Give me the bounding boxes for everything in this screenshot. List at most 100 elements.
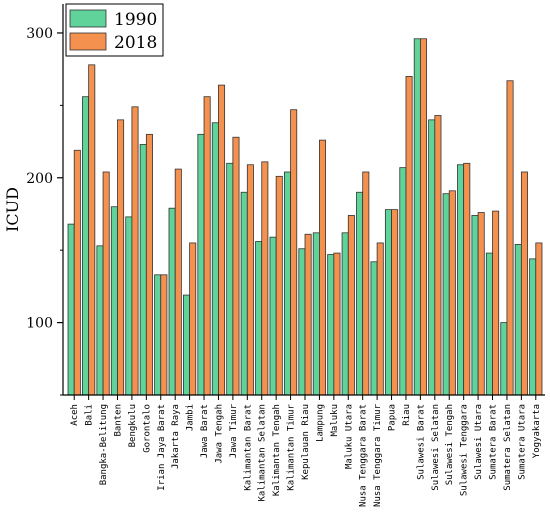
bar-2018-kalimantan-selatan bbox=[261, 161, 269, 396]
bar-2018-kalimantan-timur bbox=[290, 109, 298, 396]
bar-1990-jakarta-raya bbox=[168, 207, 176, 396]
bar-1990-nusa-tenggara-timur bbox=[370, 261, 378, 396]
x-tick-label: Kalimantan Timur bbox=[287, 403, 297, 490]
bar-2018-kalimantan-tengah bbox=[275, 175, 283, 396]
x-axis: Aceh Bali Bangka-Belitung Banten Bengkulu Gor… bbox=[63, 394, 545, 507]
x-tick-label: Jawa Tengah bbox=[214, 404, 224, 464]
x-tick-label: Kepulauan Riau bbox=[301, 404, 311, 480]
bar-1990-sulawesi-barat bbox=[413, 38, 421, 396]
x-tick-label: Gorontalo bbox=[142, 404, 152, 453]
x-tick-label: Irian Jaya Barat bbox=[157, 404, 167, 491]
bar-1990-sulawesi-tengah bbox=[442, 193, 450, 396]
bar-2018-bengkulu bbox=[131, 106, 139, 396]
x-tick-label: Sumatera Selatan bbox=[503, 404, 513, 491]
x-tick-label: Sumatera Barat bbox=[489, 404, 499, 480]
x-tick-label: Nusa Tenggara Timur bbox=[373, 403, 383, 507]
bar-2018-jawa-barat bbox=[203, 96, 211, 396]
x-tick-label: Maluku Utara bbox=[344, 404, 354, 469]
x-tick-label: Sulawesi Tengah bbox=[445, 404, 455, 485]
bar-1990-kalimantan-timur bbox=[283, 171, 291, 396]
x-tick-label: Jambi bbox=[186, 404, 196, 431]
bar-2018-sulawesi-tenggara bbox=[463, 162, 471, 396]
x-tick-label: Nusa Tenggara Barat bbox=[359, 404, 369, 507]
bar-1990-yogyakarta bbox=[529, 258, 537, 396]
y-tick-label: 100 bbox=[26, 316, 53, 332]
bar-2018-nusa-tenggara-timur bbox=[376, 242, 384, 396]
bar-1990-irian-jaya-barat bbox=[154, 274, 162, 396]
bar-1990-lampung bbox=[312, 232, 320, 396]
x-tick-label: Jawa Timur bbox=[229, 403, 239, 458]
bar-2018-jambi bbox=[189, 242, 197, 396]
bar-1990-maluku-utara bbox=[341, 232, 349, 396]
bar-1990-jawa-tengah bbox=[211, 122, 219, 396]
bar-2018-sumatera-selatan bbox=[506, 80, 514, 396]
x-tick-label: Banten bbox=[113, 404, 123, 437]
bar-1990-bali bbox=[82, 96, 90, 396]
bar-2018-papua bbox=[391, 209, 399, 396]
bar-2018-maluku bbox=[333, 252, 341, 396]
legend: 1990 2018 bbox=[65, 3, 164, 57]
bar-1990-nusa-tenggara-barat bbox=[356, 191, 364, 396]
bar-1990-sulawesi-selatan bbox=[428, 119, 436, 396]
bar-1990-sumatera-barat bbox=[485, 252, 493, 396]
bar-1990-jawa-barat bbox=[197, 133, 205, 396]
x-tick-label: Maluku bbox=[330, 404, 340, 437]
x-tick-label: Yogyakarta bbox=[532, 404, 542, 458]
bar-2018-kalimantan-barat bbox=[246, 164, 254, 396]
bar-1990-bangka-belitung bbox=[96, 245, 104, 396]
y-tick-label: 300 bbox=[26, 26, 53, 42]
bar-2018-sumatera-barat bbox=[492, 210, 500, 396]
bar-2018-nusa-tenggara-barat bbox=[362, 171, 370, 396]
x-tick-label: Jawa Barat bbox=[200, 404, 210, 458]
bar-2018-lampung bbox=[319, 139, 327, 396]
bar-1990-bengkulu bbox=[125, 216, 133, 396]
bar-1990-kepulauan-riau bbox=[298, 248, 306, 396]
bar-2018-yogyakarta bbox=[535, 242, 543, 396]
legend-label-2018: 2018 bbox=[114, 33, 157, 53]
bar-1990-kalimantan-tengah bbox=[269, 236, 277, 396]
bar-1990-jambi bbox=[183, 294, 191, 396]
y-axis: 100 200 300 bbox=[26, 4, 64, 396]
bar-1990-jawa-timur bbox=[226, 162, 234, 396]
x-tick-label: Riau bbox=[402, 404, 412, 426]
bar-2018-sulawesi-utara bbox=[477, 212, 485, 396]
x-tick-label: Aceh bbox=[70, 404, 80, 426]
bar-2018-bali bbox=[88, 64, 96, 396]
bar-1990-papua bbox=[384, 209, 392, 396]
bar-2018-sumatera-utara bbox=[520, 171, 528, 396]
bars bbox=[67, 38, 543, 396]
legend-swatch-2018 bbox=[69, 32, 107, 51]
bar-1990-kalimantan-selatan bbox=[255, 241, 263, 396]
x-tick-label: Kalimantan Barat bbox=[243, 404, 253, 491]
bar-1990-maluku bbox=[327, 254, 335, 396]
legend-swatch-1990 bbox=[69, 9, 107, 28]
bar-2018-bangka-belitung bbox=[102, 171, 110, 396]
y-axis-title: ICUD bbox=[3, 187, 22, 232]
bar-2018-jawa-timur bbox=[232, 136, 240, 396]
bar-1990-aceh bbox=[67, 223, 75, 396]
bar-1990-sulawesi-utara bbox=[471, 215, 479, 396]
x-tick-label: Sulawesi Utara bbox=[474, 404, 484, 480]
bar-1990-kalimantan-barat bbox=[240, 191, 248, 396]
bar-1990-sulawesi-tenggara bbox=[457, 164, 465, 396]
x-tick-label: Jakarta Raya bbox=[171, 404, 181, 469]
bar-2018-kepulauan-riau bbox=[304, 233, 312, 396]
x-tick-label: Papua bbox=[388, 404, 398, 431]
bar-2018-jawa-tengah bbox=[218, 84, 226, 396]
x-tick-label: Kalimantan Tengah bbox=[272, 404, 282, 496]
x-tick-label: Bali bbox=[85, 404, 95, 426]
bar-2018-banten bbox=[117, 119, 125, 396]
bar-2018-sulawesi-barat bbox=[419, 38, 427, 396]
bar-1990-gorontalo bbox=[139, 144, 147, 396]
bar-1990-sumatera-selatan bbox=[500, 322, 508, 396]
x-tick-label: Kalimantan Selatan bbox=[258, 404, 268, 502]
bar-1990-sumatera-utara bbox=[514, 243, 522, 396]
x-tick-label: Sumatera Utara bbox=[517, 404, 527, 480]
y-tick-label: 200 bbox=[26, 171, 53, 187]
bar-2018-jakarta-raya bbox=[174, 168, 182, 396]
bar-2018-gorontalo bbox=[145, 133, 153, 396]
x-tick-label: Sulawesi Tenggara bbox=[460, 404, 470, 496]
bar-1990-riau bbox=[399, 167, 407, 396]
bar-2018-maluku-utara bbox=[347, 215, 355, 396]
